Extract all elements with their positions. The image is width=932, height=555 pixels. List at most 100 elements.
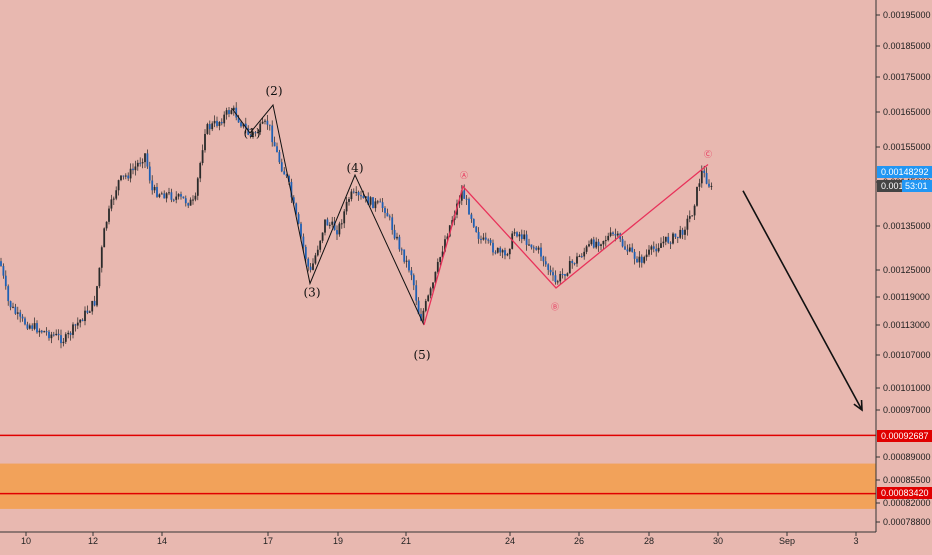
candle-body [465,198,468,200]
x-tick-label: Sep [779,536,795,546]
candle-body [93,300,96,306]
candle-body [487,239,490,241]
candle-body [52,334,55,336]
candle-body [321,232,324,241]
candle-body [446,236,449,240]
candle-body [132,168,134,171]
candle-body [223,114,226,124]
candle-body [211,123,214,130]
candle-body [96,286,98,306]
candle-body [703,170,706,173]
candle-body [74,324,77,326]
candle-body [237,117,240,123]
candle-body [669,242,672,244]
candle-body [422,310,425,321]
candle-body [650,246,653,250]
abc-label: Ⓐ [460,171,468,180]
candle-body [398,236,401,250]
y-tick-label: 0.00119000 [883,292,930,302]
candle-body [309,266,312,270]
countdown-label: 53:01 [905,181,928,191]
candle-body [38,330,41,333]
candle-body [367,196,370,205]
candle-body [0,261,2,267]
candle-body [67,332,70,335]
candle-body [600,244,602,246]
candle-body [21,316,24,319]
candle-body [549,269,552,273]
candle-body [7,286,10,302]
candle-body [504,250,506,256]
candle-body [124,175,127,177]
candle-body [316,249,319,256]
candle-body [345,201,348,212]
candle-body [86,310,89,313]
candle-body [254,132,257,134]
candle-body [314,255,317,264]
candle-body [4,275,7,287]
candle-body [516,232,518,237]
y-tick-label: 0.00125000 [883,265,931,275]
candle-body [328,224,331,226]
candle-body [220,121,223,124]
candle-body [681,229,684,235]
candle-body [415,285,418,301]
candle-body [43,331,46,333]
candle-body [206,124,209,134]
candle-body [592,239,595,248]
candle-body [384,207,386,213]
price-label-box [877,166,932,178]
candle-body [177,194,180,197]
candle-body [552,272,554,276]
x-tick-label: 19 [333,536,343,546]
candle-body [300,223,302,237]
candle-body [57,333,60,336]
candle-body [424,301,427,311]
candle-body [489,240,492,243]
candle-body [81,319,84,322]
candle-body [230,110,233,114]
candle-body [268,124,271,126]
candle-body [33,323,36,329]
candle-body [643,257,646,263]
candle-body [609,232,612,236]
candle-body [676,236,679,238]
candle-body [542,256,545,262]
y-tick-label: 0.00155000 [883,142,931,152]
candle-body [184,198,187,204]
candle-body [513,232,516,234]
projection-arrow-line [742,190,863,411]
candle-body [55,333,58,336]
candle-body [417,300,420,315]
candle-body [648,249,650,255]
candle-body [84,310,86,322]
candle-body [477,231,480,239]
y-tick-label: 0.00165000 [883,107,931,117]
candle-body [604,240,607,242]
candle-body [192,199,194,201]
candle-body [62,341,65,344]
candle-body [657,247,660,252]
candle-body [511,233,514,249]
candle-body [501,250,504,253]
y-tick-label: 0.00113000 [883,320,930,330]
candle-body [460,190,463,201]
candle-body [45,331,48,333]
candle-body [525,234,528,245]
candle-body [302,236,305,247]
candle-body [710,185,713,187]
candle-body [696,186,698,206]
candle-body [475,226,478,232]
candle-body [88,311,91,313]
candle-body [340,223,343,225]
candle-body [540,247,542,257]
x-tick-label: 12 [88,536,98,546]
candle-body [400,249,403,251]
x-tick-label: 24 [505,536,515,546]
candle-body [700,170,703,184]
candle-body [559,273,562,282]
candle-body [350,191,353,200]
candle-body [679,229,682,238]
candle-body [134,166,137,171]
